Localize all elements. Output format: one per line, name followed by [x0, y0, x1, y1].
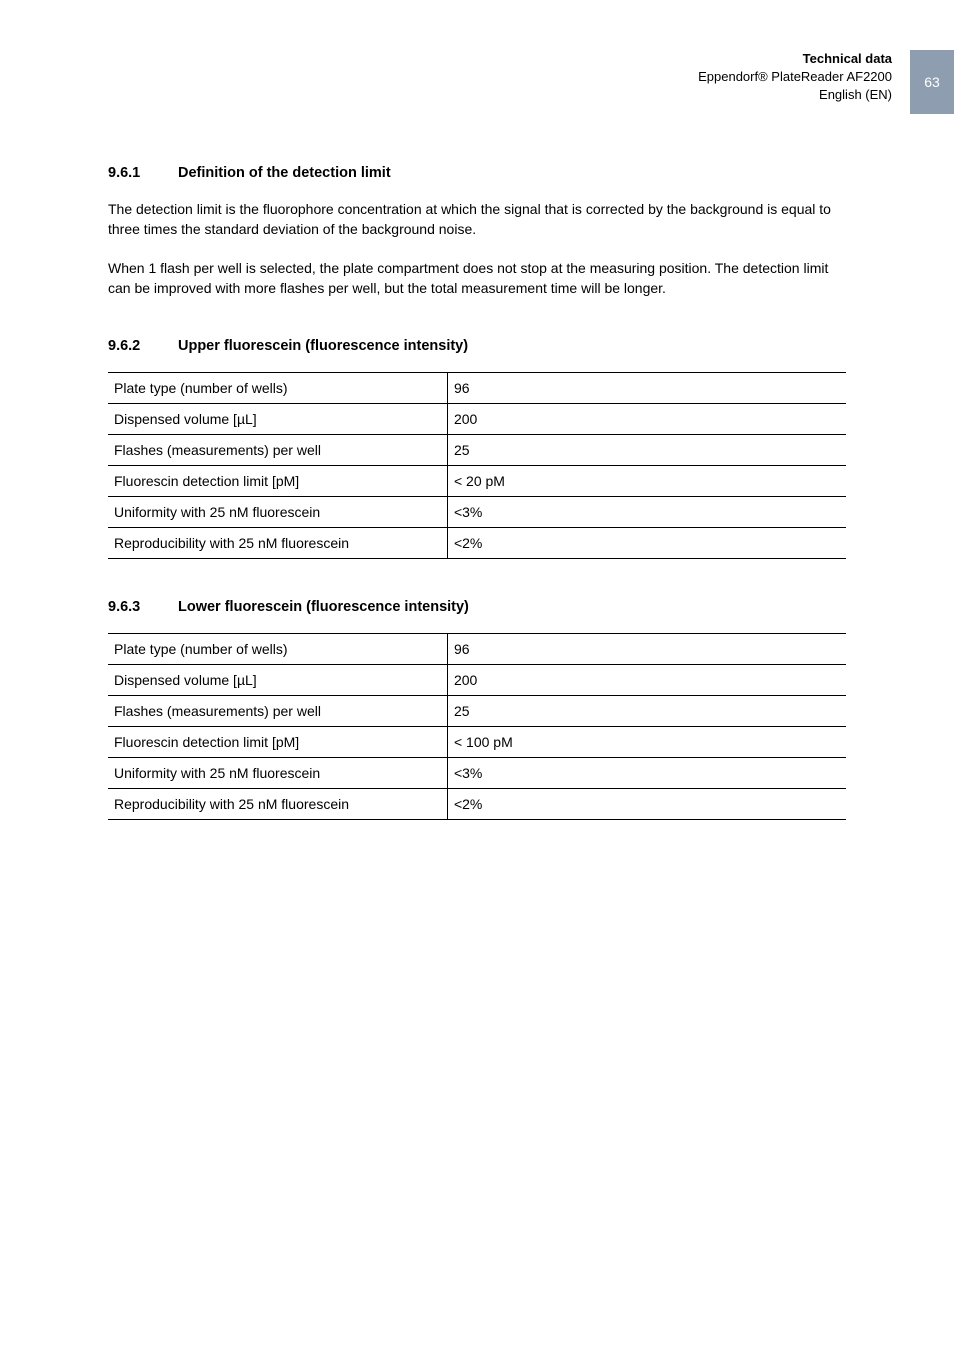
spec-value: 200	[447, 404, 846, 435]
spec-value: < 100 pM	[447, 727, 846, 758]
spec-label: Flashes (measurements) per well	[108, 696, 447, 727]
spec-label: Uniformity with 25 nM fluorescein	[108, 758, 447, 789]
spec-label: Plate type (number of wells)	[108, 373, 447, 404]
paragraph: The detection limit is the fluorophore c…	[108, 199, 846, 240]
spec-table-upper-fluorescein: Plate type (number of wells) 96 Dispense…	[108, 372, 846, 559]
spec-label: Dispensed volume [µL]	[108, 404, 447, 435]
spec-label: Dispensed volume [µL]	[108, 665, 447, 696]
section-title: Definition of the detection limit	[178, 165, 391, 181]
section-number: 9.6.3	[108, 599, 178, 615]
section-title: Upper fluorescein (fluorescence intensit…	[178, 338, 468, 354]
spec-table-lower-fluorescein: Plate type (number of wells) 96 Dispense…	[108, 633, 846, 820]
table-row: Flashes (measurements) per well 25	[108, 696, 846, 727]
table-row: Dispensed volume [µL] 200	[108, 665, 846, 696]
spec-label: Reproducibility with 25 nM fluorescein	[108, 789, 447, 820]
spec-label: Fluorescin detection limit [pM]	[108, 466, 447, 497]
table-row: Reproducibility with 25 nM fluorescein <…	[108, 789, 846, 820]
spec-label: Uniformity with 25 nM fluorescein	[108, 497, 447, 528]
section-number: 9.6.1	[108, 165, 178, 181]
table-body: Plate type (number of wells) 96 Dispense…	[108, 373, 846, 559]
spec-value: <2%	[447, 789, 846, 820]
table-body: Plate type (number of wells) 96 Dispense…	[108, 634, 846, 820]
spec-value: 96	[447, 634, 846, 665]
section-heading-961: 9.6.1 Definition of the detection limit	[108, 165, 846, 181]
spec-value: 25	[447, 696, 846, 727]
spec-value: <3%	[447, 758, 846, 789]
table-row: Dispensed volume [µL] 200	[108, 404, 846, 435]
section-heading-962: 9.6.2 Upper fluorescein (fluorescence in…	[108, 338, 846, 354]
spec-value: <3%	[447, 497, 846, 528]
section-number: 9.6.2	[108, 338, 178, 354]
table-row: Uniformity with 25 nM fluorescein <3%	[108, 758, 846, 789]
table-row: Uniformity with 25 nM fluorescein <3%	[108, 497, 846, 528]
section-title: Lower fluorescein (fluorescence intensit…	[178, 599, 469, 615]
table-row: Fluorescin detection limit [pM] < 20 pM	[108, 466, 846, 497]
header-line1: Technical data	[698, 50, 892, 68]
page-number: 63	[924, 74, 940, 90]
spec-value: <2%	[447, 528, 846, 559]
table-row: Flashes (measurements) per well 25	[108, 435, 846, 466]
table-row: Plate type (number of wells) 96	[108, 373, 846, 404]
page-header: Technical data Eppendorf® PlateReader AF…	[698, 50, 954, 114]
table-row: Fluorescin detection limit [pM] < 100 pM	[108, 727, 846, 758]
header-text-block: Technical data Eppendorf® PlateReader AF…	[698, 50, 910, 105]
page-number-tab: 63	[910, 50, 954, 114]
spec-value: 200	[447, 665, 846, 696]
spec-label: Flashes (measurements) per well	[108, 435, 447, 466]
table-row: Reproducibility with 25 nM fluorescein <…	[108, 528, 846, 559]
header-line3: English (EN)	[698, 86, 892, 104]
spec-label: Reproducibility with 25 nM fluorescein	[108, 528, 447, 559]
spec-label: Plate type (number of wells)	[108, 634, 447, 665]
page-content: 9.6.1 Definition of the detection limit …	[108, 165, 846, 828]
spec-value: 96	[447, 373, 846, 404]
spec-value: < 20 pM	[447, 466, 846, 497]
spec-label: Fluorescin detection limit [pM]	[108, 727, 447, 758]
paragraph: When 1 flash per well is selected, the p…	[108, 258, 846, 299]
spec-value: 25	[447, 435, 846, 466]
table-row: Plate type (number of wells) 96	[108, 634, 846, 665]
section-heading-963: 9.6.3 Lower fluorescein (fluorescence in…	[108, 599, 846, 615]
header-line2: Eppendorf® PlateReader AF2200	[698, 68, 892, 86]
